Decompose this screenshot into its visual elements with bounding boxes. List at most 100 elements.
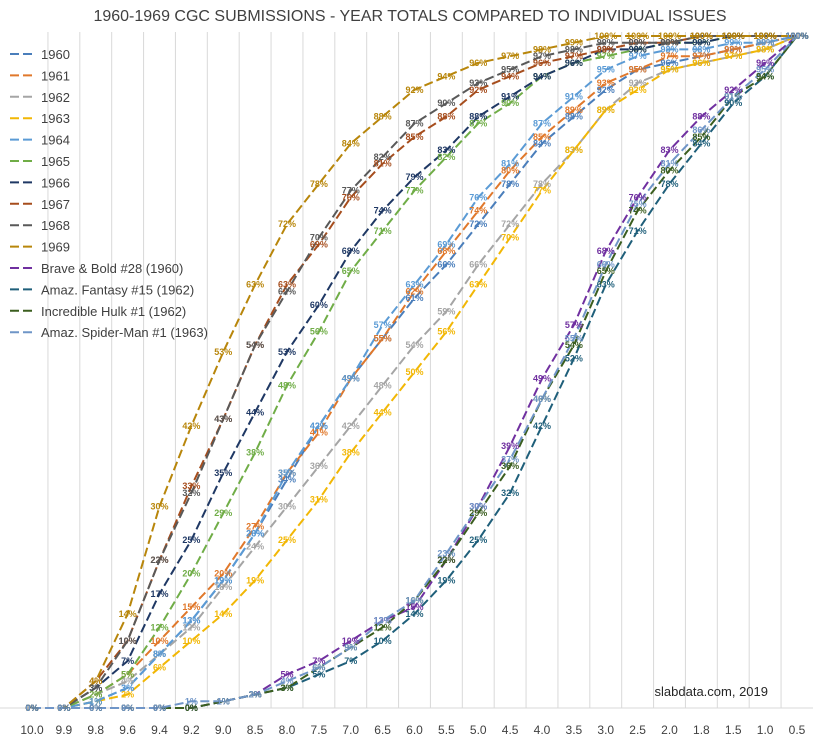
data-label: 2% (249, 690, 262, 700)
data-label: 0% (57, 703, 70, 713)
data-label: 0% (25, 703, 38, 713)
data-label: 100% (785, 31, 808, 41)
data-label: 0% (25, 703, 38, 713)
data-label: 42% (310, 421, 328, 431)
data-label: 23% (437, 548, 455, 558)
data-label: 3% (280, 683, 293, 693)
data-label: 55% (374, 333, 392, 343)
data-label: 38% (342, 448, 360, 458)
series-line (32, 35, 798, 709)
data-label: 99% (629, 38, 647, 48)
legend-entry: Brave & Bold #28 (1960) (41, 261, 183, 276)
data-label: 4% (121, 676, 134, 686)
data-label: 8% (153, 649, 166, 659)
data-label: 99% (724, 38, 742, 48)
data-label: 95% (629, 65, 647, 75)
x-tick-label: 9.9 (56, 723, 73, 737)
data-label: 49% (342, 374, 360, 384)
data-label: 74% (374, 206, 392, 216)
x-tick-label: 0.5 (789, 723, 806, 737)
data-label: 100% (626, 31, 649, 41)
data-label: 42% (182, 421, 200, 431)
data-label: 91% (724, 91, 742, 101)
legend-entry: 1968 (41, 218, 70, 233)
data-label: 0% (57, 703, 70, 713)
data-label: 1% (217, 696, 230, 706)
data-label: 16% (405, 595, 423, 605)
x-tick-label: 2.5 (629, 723, 646, 737)
data-label: 9% (344, 643, 357, 653)
data-label: 100% (754, 31, 777, 41)
data-label: 55% (374, 333, 392, 343)
data-label: 87% (533, 118, 551, 128)
data-label: 48% (278, 380, 296, 390)
data-label: 80% (660, 165, 678, 175)
data-label: 70% (501, 233, 519, 243)
data-label: 19% (246, 575, 264, 585)
data-label: 0% (185, 703, 198, 713)
data-label: 99% (660, 38, 678, 48)
data-label: 76% (469, 192, 487, 202)
data-label: 30% (469, 501, 487, 511)
data-label: 96% (469, 58, 487, 68)
data-label: 100% (690, 31, 713, 41)
data-label: 0% (25, 703, 38, 713)
data-label: 96% (565, 58, 583, 68)
data-label: 17% (150, 589, 168, 599)
data-label: 100% (722, 31, 745, 41)
data-label: 69% (437, 239, 455, 249)
data-label: 99% (756, 38, 774, 48)
data-label: 98% (692, 44, 710, 54)
data-label: 10% (119, 636, 137, 646)
data-label: 93% (629, 78, 647, 88)
data-label: 81% (374, 159, 392, 169)
data-label: 100% (594, 31, 617, 41)
data-label: 7% (344, 656, 357, 666)
data-label: 5% (312, 669, 325, 679)
x-tick-label: 7.5 (311, 723, 328, 737)
data-label: 61% (405, 293, 423, 303)
data-label: 99% (660, 38, 678, 48)
data-label: 0% (121, 703, 134, 713)
data-label: 100% (785, 31, 808, 41)
data-label: 36% (501, 461, 519, 471)
data-label: 89% (597, 105, 615, 115)
data-label: 0% (57, 703, 70, 713)
data-label: 93% (469, 78, 487, 88)
data-label: 96% (756, 58, 774, 68)
data-label: 0% (185, 703, 198, 713)
data-label: 71% (374, 226, 392, 236)
data-label: 97% (565, 51, 583, 61)
data-label: 76% (342, 192, 360, 202)
data-label: 83% (437, 145, 455, 155)
data-label: 90% (501, 98, 519, 108)
data-label: 100% (785, 31, 808, 41)
data-label: 49% (342, 374, 360, 384)
legend-entry: 1961 (41, 68, 70, 83)
data-label: 10% (374, 636, 392, 646)
data-label: 90% (724, 98, 742, 108)
series-layer (32, 35, 798, 709)
data-label: 71% (629, 226, 647, 236)
data-label: 0% (185, 703, 198, 713)
data-label: 19% (214, 575, 232, 585)
data-label: 100% (690, 31, 713, 41)
data-label: 0% (25, 703, 38, 713)
data-label: 30% (469, 501, 487, 511)
legend: 1960 1961 1962 1963 1964 1965 1966 1967 1968 1969… (10, 47, 208, 340)
data-label: 99% (597, 38, 615, 48)
data-label: 97% (692, 51, 710, 61)
labels-layer: 0% 0%1%3%8%13%19%26%34%42%49%55%61%66%72%… (25, 31, 808, 713)
data-label: 15% (405, 602, 423, 612)
data-label: 99% (756, 38, 774, 48)
data-label: 8% (153, 649, 166, 659)
data-label: 29% (469, 508, 487, 518)
data-label: 1% (217, 696, 230, 706)
data-label: 77% (342, 186, 360, 196)
data-label: 70% (310, 233, 328, 243)
data-label: 14% (119, 609, 137, 619)
data-label: 53% (278, 347, 296, 357)
data-label: 85% (405, 132, 423, 142)
data-label: 13% (374, 616, 392, 626)
data-label: 54% (246, 340, 264, 350)
